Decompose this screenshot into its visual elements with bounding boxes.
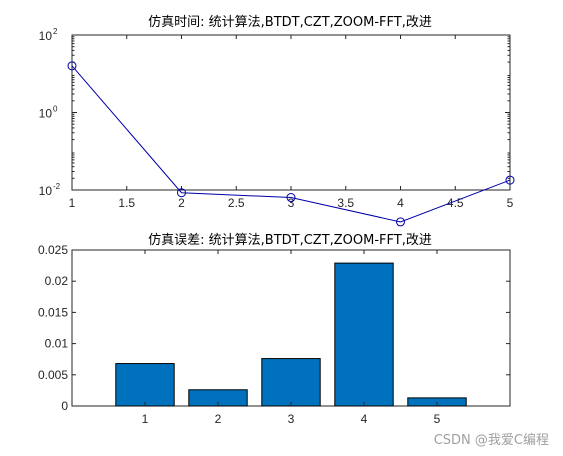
time-x-tick-label: 3.5 — [337, 196, 354, 210]
time-x-tick-label: 4 — [397, 196, 404, 210]
time-x-tick-label: 2.5 — [228, 196, 245, 210]
error-bar — [261, 358, 321, 407]
time-y-tick-base: 10 — [39, 29, 53, 43]
error-bar — [115, 363, 175, 407]
time-x-tick-label: 2 — [178, 196, 185, 210]
time-y-tick-base: 10 — [39, 107, 53, 121]
error-y-tick-label: 0.01 — [45, 337, 69, 351]
time-data-point — [177, 188, 186, 198]
error-y-tick-label: 0.02 — [45, 274, 69, 288]
error-chart-title: 仿真误差: 统计算法,BTDT,CZT,ZOOM-FFT,改进 — [148, 233, 432, 248]
error-x-tick-label: 1 — [142, 412, 149, 426]
error-y-tick-label: 0.015 — [38, 305, 68, 319]
error-y-tick-label: 0.005 — [38, 368, 68, 382]
error-x-tick-label: 3 — [288, 412, 295, 426]
time-x-tick-label: 1.5 — [118, 196, 135, 210]
error-bar — [334, 262, 394, 407]
time-chart-title: 仿真时间: 统计算法,BTDT,CZT,ZOOM-FFT,改进 — [148, 15, 432, 30]
error-chart-x-ticks: 1 2 3 4 5 — [142, 250, 441, 426]
time-x-tick-label: 1 — [69, 196, 76, 210]
time-data-point — [67, 61, 77, 71]
error-y-tick-label: 0 — [61, 399, 68, 413]
time-chart: 仿真时间: 统计算法,BTDT,CZT,ZOOM-FFT,改进 1 1.5 2 2.5… — [39, 15, 515, 227]
error-x-tick-label: 5 — [434, 412, 441, 426]
time-series-line — [71, 65, 511, 223]
time-chart-axes-box — [71, 34, 511, 191]
error-x-tick-label: 2 — [215, 412, 222, 426]
time-x-tick-label: 5 — [507, 196, 514, 210]
time-data-point — [286, 193, 296, 203]
time-y-tick-base: 10 — [39, 184, 53, 198]
watermark: CSDN @我爱C编程 — [433, 433, 549, 448]
time-y-tick-exponent: 0 — [53, 105, 58, 114]
time-y-tick-exponent: -2 — [53, 182, 61, 191]
time-y-tick-exponent: 2 — [53, 27, 58, 36]
time-chart-plot — [67, 61, 515, 227]
error-x-tick-label: 4 — [361, 412, 368, 426]
time-x-tick-label: 3 — [288, 196, 295, 210]
time-data-point — [396, 217, 405, 227]
error-y-tick-label: 0.025 — [38, 243, 68, 257]
time-chart-x-ticks: 1 1.5 2 2.5 3 3.5 4 4.5 5 — [69, 35, 514, 210]
error-chart-bars — [115, 262, 467, 407]
time-data-point — [505, 175, 515, 185]
error-chart-y-ticks: 0 0.005 0.01 0.015 0.02 0.025 — [38, 243, 510, 413]
